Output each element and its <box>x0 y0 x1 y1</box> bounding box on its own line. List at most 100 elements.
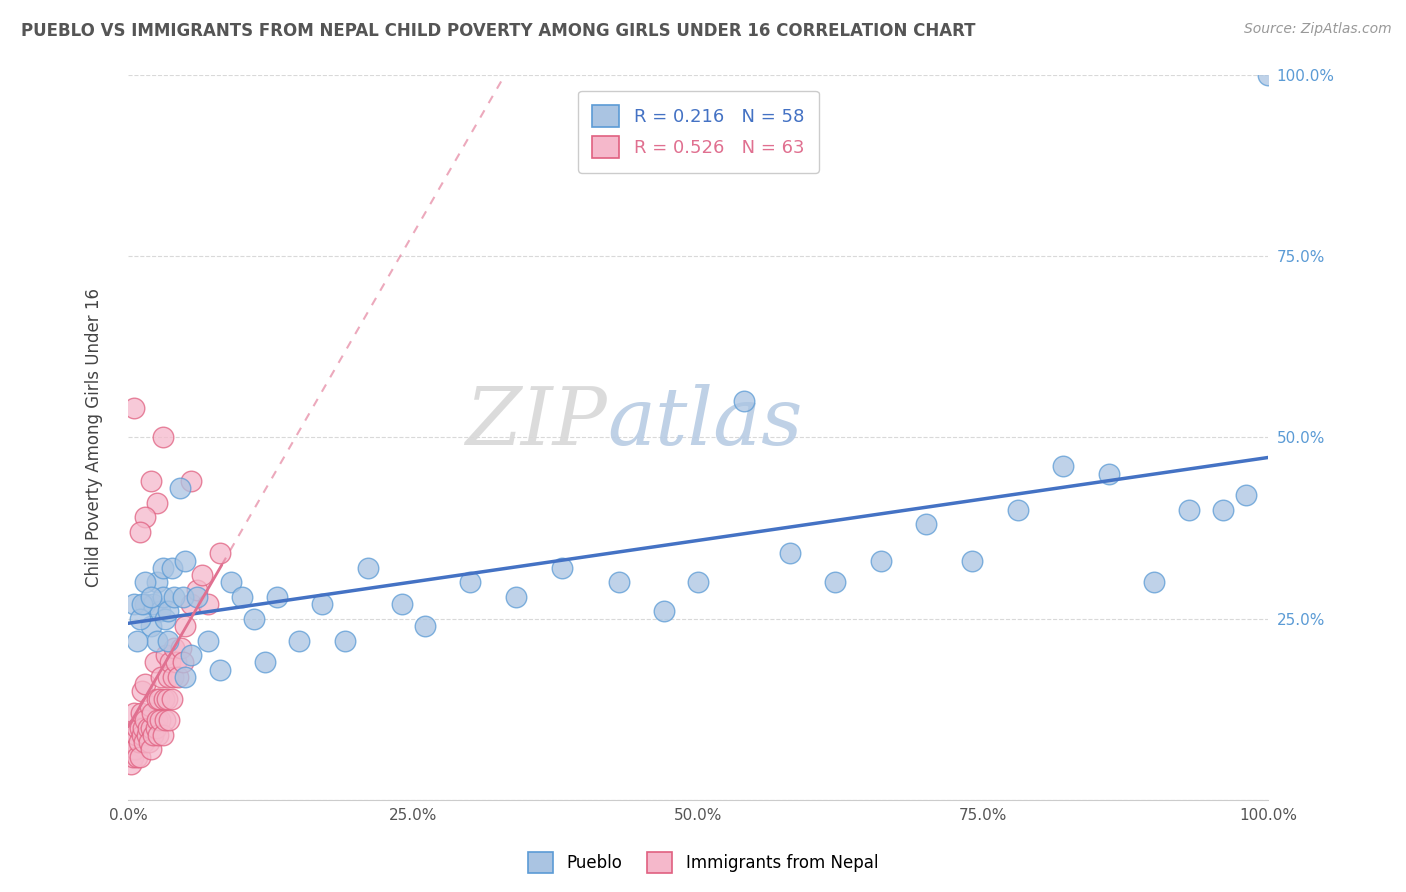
Point <box>142 597 165 611</box>
Point <box>242 612 264 626</box>
Point <box>156 691 179 706</box>
Text: ZIP: ZIP <box>465 384 607 461</box>
Point <box>142 728 165 742</box>
Point <box>159 655 181 669</box>
Point <box>169 481 191 495</box>
Point <box>1257 68 1279 82</box>
Point <box>148 691 170 706</box>
Point <box>174 619 197 633</box>
Point <box>915 517 938 532</box>
Point <box>149 605 172 619</box>
Point <box>191 568 214 582</box>
Point <box>131 684 153 698</box>
Point <box>266 590 288 604</box>
Point <box>134 510 156 524</box>
Point <box>146 714 169 728</box>
Point <box>1177 503 1199 517</box>
Point <box>120 756 142 771</box>
Point <box>160 561 183 575</box>
Text: PUEBLO VS IMMIGRANTS FROM NEPAL CHILD POVERTY AMONG GIRLS UNDER 16 CORRELATION C: PUEBLO VS IMMIGRANTS FROM NEPAL CHILD PO… <box>21 22 976 40</box>
Point <box>143 655 166 669</box>
Point <box>128 735 150 749</box>
Point <box>124 742 146 756</box>
Point <box>172 655 194 669</box>
Point <box>121 749 143 764</box>
Point <box>127 633 149 648</box>
Point <box>607 575 630 590</box>
Point <box>134 597 156 611</box>
Point <box>134 677 156 691</box>
Point <box>139 619 162 633</box>
Point <box>460 575 482 590</box>
Point <box>1212 503 1234 517</box>
Text: Source: ZipAtlas.com: Source: ZipAtlas.com <box>1244 22 1392 37</box>
Point <box>131 597 153 611</box>
Point <box>197 597 219 611</box>
Point <box>134 575 156 590</box>
Point <box>127 721 149 735</box>
Point <box>180 597 202 611</box>
Point <box>150 670 173 684</box>
Point <box>152 728 174 742</box>
Point <box>149 714 172 728</box>
Point <box>779 546 801 560</box>
Point <box>311 597 333 611</box>
Point <box>139 742 162 756</box>
Point <box>160 691 183 706</box>
Point <box>145 721 167 735</box>
Point <box>163 590 186 604</box>
Point <box>733 394 755 409</box>
Point <box>122 735 145 749</box>
Point <box>128 612 150 626</box>
Point <box>550 561 572 575</box>
Point <box>174 554 197 568</box>
Point <box>960 554 983 568</box>
Point <box>153 612 176 626</box>
Point <box>139 721 162 735</box>
Point <box>141 706 163 720</box>
Point <box>155 648 177 662</box>
Point <box>146 495 169 509</box>
Point <box>129 706 152 720</box>
Point <box>167 670 190 684</box>
Legend: R = 0.216   N = 58, R = 0.526   N = 63: R = 0.216 N = 58, R = 0.526 N = 63 <box>578 91 818 173</box>
Point <box>131 728 153 742</box>
Point <box>121 742 143 756</box>
Legend: Pueblo, Immigrants from Nepal: Pueblo, Immigrants from Nepal <box>522 846 884 880</box>
Point <box>139 474 162 488</box>
Point <box>165 655 187 669</box>
Point <box>146 633 169 648</box>
Point <box>157 714 180 728</box>
Point <box>146 575 169 590</box>
Point <box>163 640 186 655</box>
Point <box>869 554 891 568</box>
Point <box>170 640 193 655</box>
Point <box>136 721 159 735</box>
Point <box>208 663 231 677</box>
Point <box>180 648 202 662</box>
Point <box>333 633 356 648</box>
Point <box>824 575 846 590</box>
Point <box>139 698 162 713</box>
Point <box>505 590 527 604</box>
Point <box>186 582 208 597</box>
Point <box>688 575 710 590</box>
Point <box>128 524 150 539</box>
Point <box>288 633 311 648</box>
Y-axis label: Child Poverty Among Girls Under 16: Child Poverty Among Girls Under 16 <box>86 288 103 587</box>
Point <box>157 605 180 619</box>
Point <box>157 633 180 648</box>
Point <box>128 721 150 735</box>
Point <box>1234 488 1257 502</box>
Point <box>391 597 413 611</box>
Point <box>162 670 184 684</box>
Point <box>231 590 253 604</box>
Point <box>146 728 169 742</box>
Point <box>146 691 169 706</box>
Point <box>186 590 208 604</box>
Point <box>127 749 149 764</box>
Point <box>652 605 675 619</box>
Point <box>152 430 174 444</box>
Text: atlas: atlas <box>607 384 803 461</box>
Point <box>1052 459 1074 474</box>
